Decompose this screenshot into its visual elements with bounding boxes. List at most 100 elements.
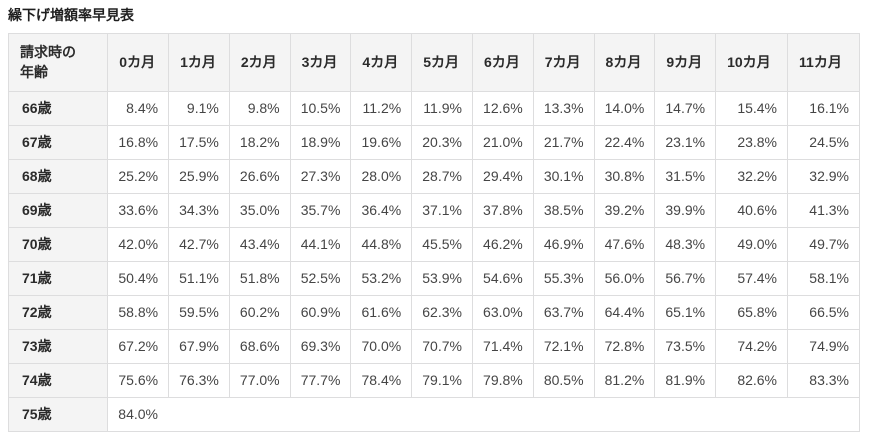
rate-cell: 29.4% [471, 158, 534, 194]
table-row: 70歳 42.0% 42.7% 43.4% 44.1% 44.8% 45.5% … [7, 226, 860, 262]
rate-cell: 35.7% [289, 192, 352, 228]
table-row: 72歳 58.8% 59.5% 60.2% 60.9% 61.6% 62.3% … [7, 294, 860, 330]
rate-cell: 73.5% [654, 328, 717, 364]
table-row: 67歳 16.8% 17.5% 18.2% 18.9% 19.6% 20.3% … [7, 124, 860, 160]
rate-cell: 47.6% [593, 226, 656, 262]
rate-cell: 53.9% [411, 260, 473, 296]
rate-cell: 30.8% [593, 158, 656, 194]
rate-cell: 8.4% [107, 90, 170, 126]
rate-cell: 44.1% [289, 226, 352, 262]
rate-cell: 51.1% [168, 260, 230, 296]
table-row: 68歳 25.2% 25.9% 26.6% 27.3% 28.0% 28.7% … [7, 158, 860, 194]
corner-header-line1: 請求時の [20, 44, 76, 60]
rate-cell: 72.8% [593, 328, 656, 364]
rate-cell: 12.6% [471, 90, 534, 126]
row-header: 66歳 [7, 90, 109, 126]
rate-cell: 46.9% [532, 226, 595, 262]
corner-header-line2: 年齢 [20, 64, 48, 81]
row-header: 71歳 [7, 260, 109, 296]
rate-cell: 58.8% [107, 294, 170, 330]
rate-cell: 68.6% [228, 328, 291, 364]
rate-cell: 23.1% [654, 124, 717, 160]
rate-cell: 72.1% [532, 328, 595, 364]
column-header-7: 7カ月 [532, 32, 595, 92]
rate-cell: 44.8% [350, 226, 413, 262]
rate-cell: 50.4% [107, 260, 170, 296]
rate-cell: 82.6% [715, 362, 789, 398]
rate-cell: 22.4% [593, 124, 656, 160]
header-row: 請求時の 年齢 0カ月 1カ月 2カ月 3カ月 4カ月 5カ月 6カ月 7カ月 8… [7, 32, 860, 92]
rate-cell: 11.2% [350, 90, 413, 126]
column-header-6: 6カ月 [471, 32, 534, 92]
rate-cell: 18.2% [228, 124, 291, 160]
rate-cell: 77.0% [228, 362, 291, 398]
column-header-8: 8カ月 [593, 32, 656, 92]
row-header: 67歳 [7, 124, 109, 160]
rate-cell: 46.2% [471, 226, 534, 262]
rate-cell: 36.4% [350, 192, 413, 228]
rate-cell: 25.9% [168, 158, 230, 194]
column-header-1: 1カ月 [168, 32, 230, 92]
rate-cell: 37.8% [471, 192, 534, 228]
row-header: 75歳 [7, 396, 109, 432]
rate-cell: 51.8% [228, 260, 291, 296]
rate-cell: 79.1% [411, 362, 473, 398]
rate-cell: 26.6% [228, 158, 291, 194]
rate-cell: 23.8% [715, 124, 789, 160]
rate-cell: 25.2% [107, 158, 170, 194]
column-header-10: 10カ月 [715, 32, 789, 92]
rate-cell: 21.7% [532, 124, 595, 160]
rate-cell: 53.2% [350, 260, 413, 296]
rate-cell: 11.9% [411, 90, 473, 126]
rate-cell: 69.3% [289, 328, 352, 364]
rate-cell: 30.1% [532, 158, 595, 194]
rate-cell: 33.6% [107, 192, 170, 228]
rate-cell: 66.5% [787, 294, 860, 330]
rate-cell: 75.6% [107, 362, 170, 398]
rate-cell: 24.5% [787, 124, 860, 160]
rate-cell: 59.5% [168, 294, 230, 330]
rate-cell: 77.7% [289, 362, 352, 398]
column-header-2: 2カ月 [228, 32, 291, 92]
rate-cell: 31.5% [654, 158, 717, 194]
rate-cell: 64.4% [593, 294, 656, 330]
rate-cell: 56.7% [654, 260, 717, 296]
rate-cell: 14.0% [593, 90, 656, 126]
page: 繰下げ増額率早見表 請求時の 年齢 0カ月 1カ月 2カ月 3カ月 4カ月 5カ月… [7, 7, 860, 432]
rate-cell: 58.1% [787, 260, 860, 296]
rate-cell: 17.5% [168, 124, 230, 160]
table-row: 69歳 33.6% 34.3% 35.0% 35.7% 36.4% 37.1% … [7, 192, 860, 228]
rate-cell: 81.2% [593, 362, 656, 398]
column-header-9: 9カ月 [654, 32, 717, 92]
rate-cell: 39.2% [593, 192, 656, 228]
rate-cell: 39.9% [654, 192, 717, 228]
rate-cell: 9.1% [168, 90, 230, 126]
table-row: 75歳 84.0% [7, 396, 860, 432]
rate-cell: 65.1% [654, 294, 717, 330]
rate-cell: 83.3% [787, 362, 860, 398]
rate-cell: 16.8% [107, 124, 170, 160]
rate-cell: 49.0% [715, 226, 789, 262]
rate-cell: 20.3% [411, 124, 473, 160]
rate-cell: 70.0% [350, 328, 413, 364]
rate-cell: 40.6% [715, 192, 789, 228]
table-row: 66歳 8.4% 9.1% 9.8% 10.5% 11.2% 11.9% 12.… [7, 90, 860, 126]
rate-cell: 80.5% [532, 362, 595, 398]
row-header: 69歳 [7, 192, 109, 228]
deferral-rate-table: 請求時の 年齢 0カ月 1カ月 2カ月 3カ月 4カ月 5カ月 6カ月 7カ月 8… [7, 32, 860, 432]
rate-cell: 55.3% [532, 260, 595, 296]
rate-cell: 41.3% [787, 192, 860, 228]
rate-cell: 67.9% [168, 328, 230, 364]
rate-cell: 32.2% [715, 158, 789, 194]
row-header: 70歳 [7, 226, 109, 262]
rate-cell: 67.2% [107, 328, 170, 364]
rate-cell: 65.8% [715, 294, 789, 330]
rate-cell: 49.7% [787, 226, 860, 262]
rate-cell: 84.0% [107, 396, 860, 432]
table-row: 74歳 75.6% 76.3% 77.0% 77.7% 78.4% 79.1% … [7, 362, 860, 398]
column-header-0: 0カ月 [107, 32, 170, 92]
row-header: 72歳 [7, 294, 109, 330]
column-header-5: 5カ月 [411, 32, 473, 92]
rate-cell: 10.5% [289, 90, 352, 126]
rate-cell: 34.3% [168, 192, 230, 228]
